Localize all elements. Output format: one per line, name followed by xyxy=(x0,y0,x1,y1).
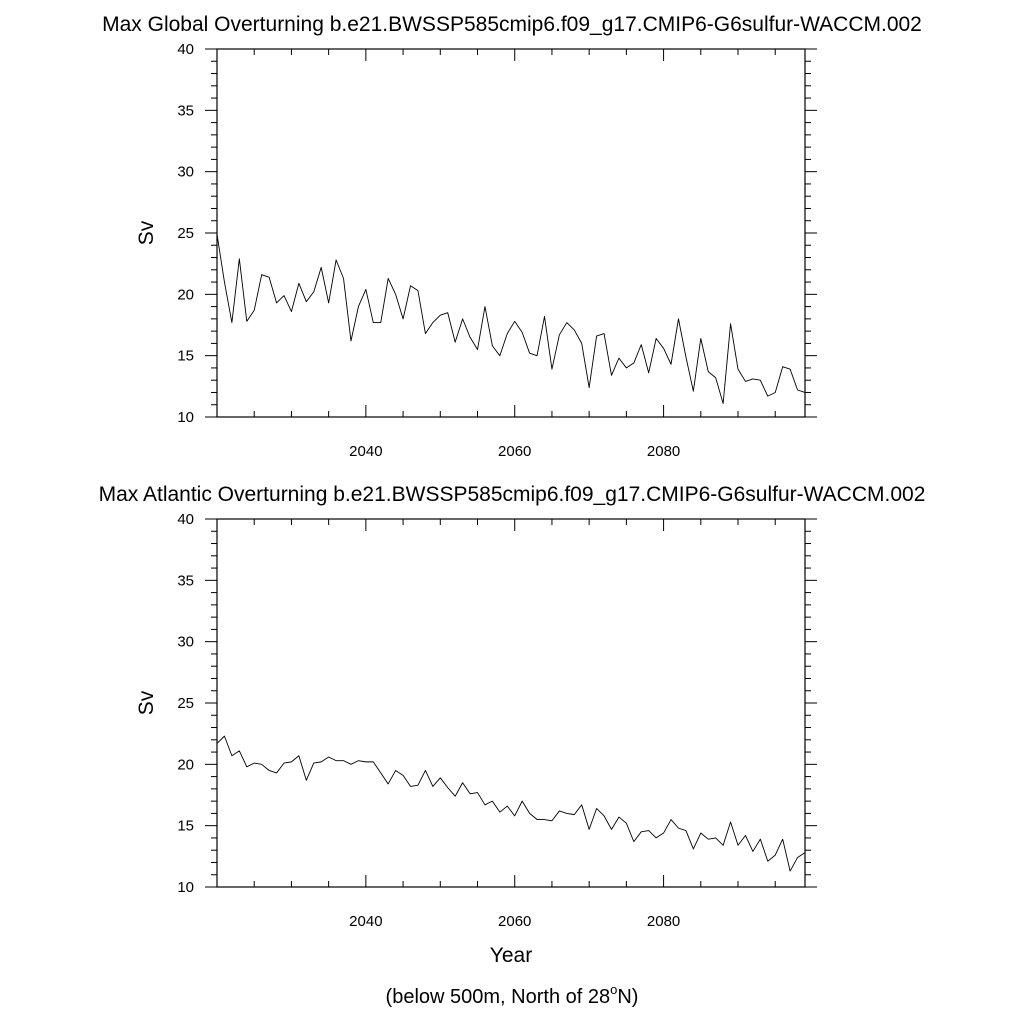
y-tick-labels: 10 15 20 25 30 35 40 xyxy=(177,511,194,896)
y-tick-labels: 10 15 20 25 30 35 40 xyxy=(177,41,194,426)
footnote-prefix: (below 500m, North of 28 xyxy=(386,986,611,1008)
y-tick-label: 15 xyxy=(177,348,194,365)
y-axis-label: Sv xyxy=(135,690,158,715)
y-tick-label: 10 xyxy=(177,409,194,426)
chart-title: Max Global Overturning b.e21.BWSSP585cmi… xyxy=(102,13,922,36)
x-tick-label: 2040 xyxy=(349,913,382,930)
x-tick-label: 2060 xyxy=(498,443,531,460)
y-tick-label: 20 xyxy=(177,756,194,773)
y-axis-label: Sv xyxy=(135,220,158,245)
axis-ticks xyxy=(205,518,817,888)
x-tick-labels: 2040 2060 2080 xyxy=(349,443,680,460)
y-tick-label: 40 xyxy=(177,41,194,58)
x-tick-labels: 2040 2060 2080 xyxy=(349,913,680,930)
y-tick-label: 25 xyxy=(177,695,194,712)
y-tick-label: 10 xyxy=(177,879,194,896)
x-tick-label: 2080 xyxy=(647,913,680,930)
atlantic-overturning-chart: Max Atlantic Overturning b.e21.BWSSP585c… xyxy=(99,483,926,1008)
plot-frame xyxy=(216,518,806,888)
x-axis-label: Year xyxy=(490,944,532,967)
footnote: (below 500m, North of 28oN) xyxy=(386,982,639,1008)
axis-ticks xyxy=(205,48,817,418)
overturning-series-line xyxy=(216,234,806,404)
y-tick-label: 30 xyxy=(177,164,194,181)
x-tick-label: 2060 xyxy=(498,913,531,930)
y-tick-label: 35 xyxy=(177,572,194,589)
overturning-series-line xyxy=(216,735,806,872)
y-tick-label: 25 xyxy=(177,225,194,242)
y-tick-label: 30 xyxy=(177,634,194,651)
global-overturning-chart: Max Global Overturning b.e21.BWSSP585cmi… xyxy=(102,13,922,460)
y-tick-label: 35 xyxy=(177,102,194,119)
footnote-suffix: N) xyxy=(617,986,638,1008)
footnote-superscript: o xyxy=(610,982,617,997)
y-tick-label: 40 xyxy=(177,511,194,528)
plot-frame xyxy=(216,48,806,418)
y-tick-label: 20 xyxy=(177,286,194,303)
x-tick-label: 2080 xyxy=(647,443,680,460)
x-tick-label: 2040 xyxy=(349,443,382,460)
chart-title: Max Atlantic Overturning b.e21.BWSSP585c… xyxy=(99,483,926,506)
y-tick-label: 15 xyxy=(177,818,194,835)
